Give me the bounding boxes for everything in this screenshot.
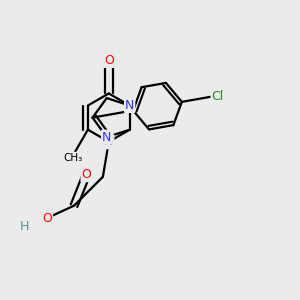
Text: N: N bbox=[125, 99, 134, 112]
Text: O: O bbox=[42, 212, 52, 224]
Text: N: N bbox=[102, 130, 111, 144]
Text: Cl: Cl bbox=[212, 90, 224, 104]
Text: H: H bbox=[20, 220, 29, 233]
Text: CH₃: CH₃ bbox=[64, 153, 83, 163]
Text: O: O bbox=[82, 168, 91, 181]
Text: O: O bbox=[104, 54, 114, 67]
Text: N: N bbox=[104, 135, 113, 148]
